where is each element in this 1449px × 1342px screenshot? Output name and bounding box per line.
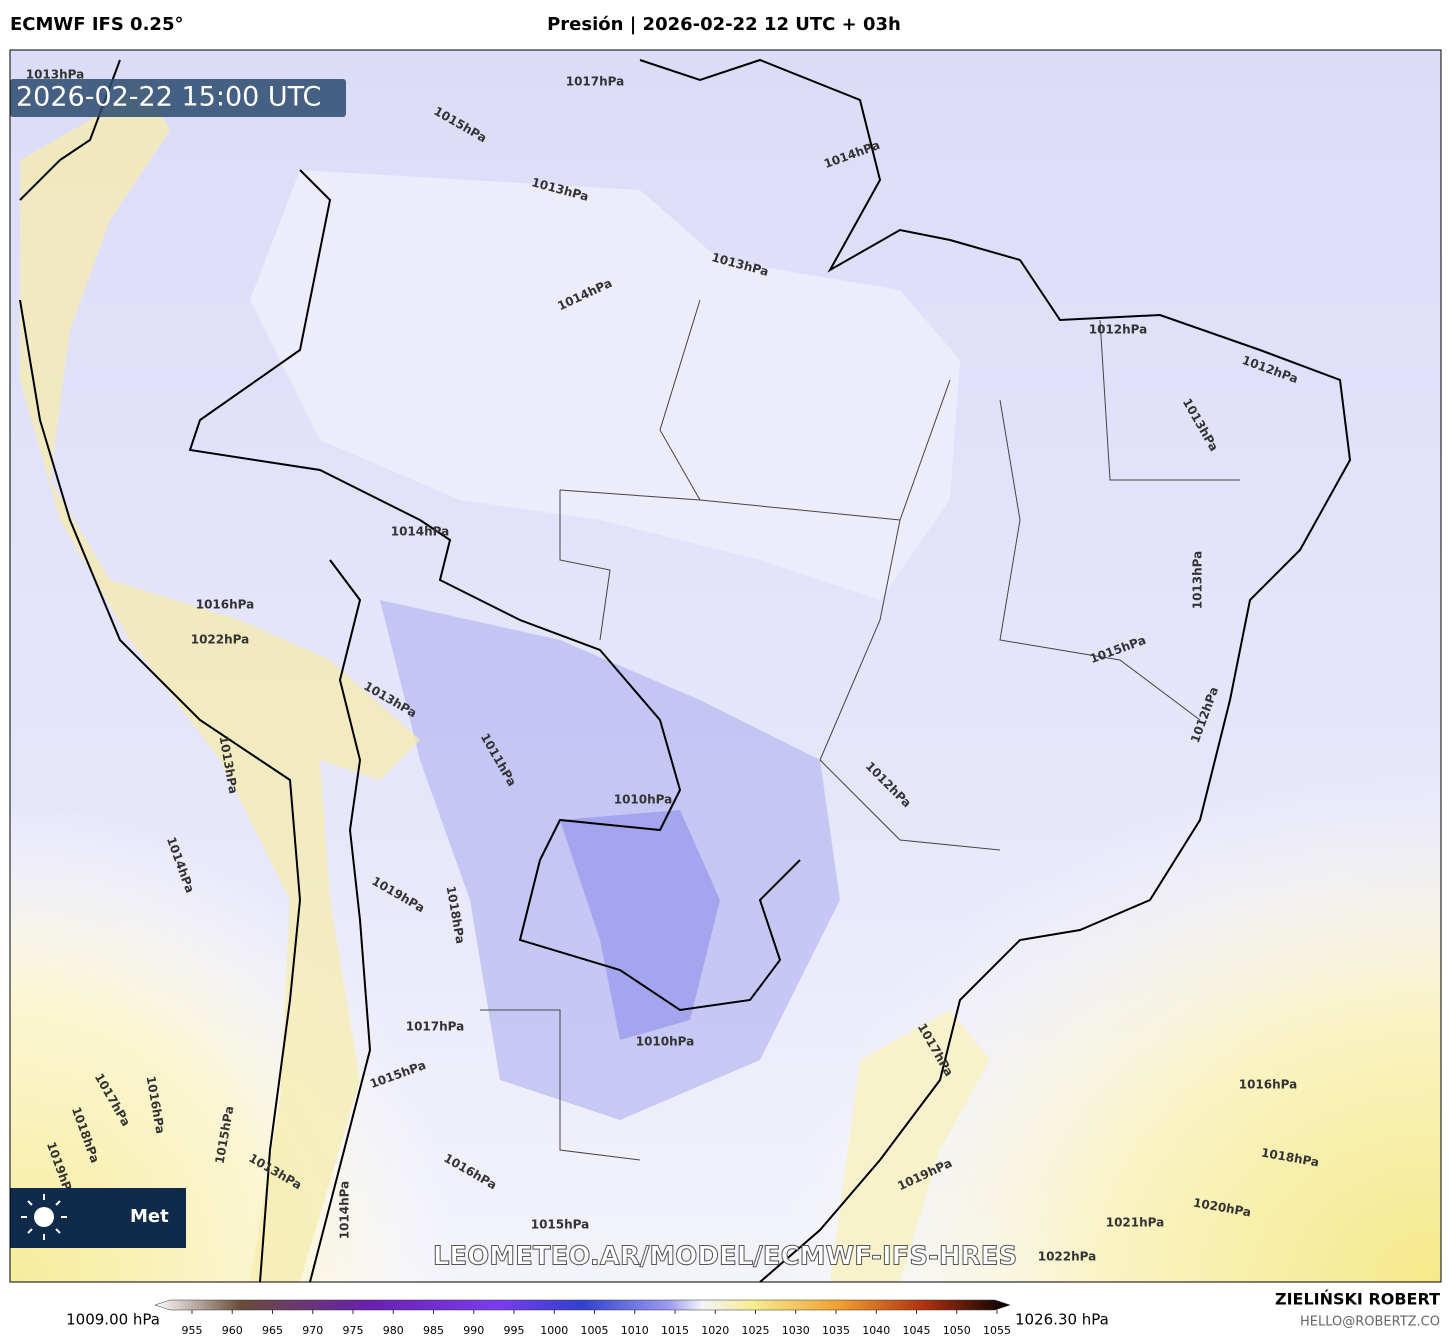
chart-title: Presión | 2026-02-22 12 UTC + 03h bbox=[547, 14, 901, 35]
logo-sun bbox=[34, 1207, 54, 1227]
colorbar-tick-label: 1025 bbox=[742, 1324, 770, 1337]
colorbar-tick-label: 1015 bbox=[661, 1324, 689, 1337]
contour-label: 1014hPa bbox=[391, 525, 450, 539]
author: ZIELIŃSKI ROBERT bbox=[1275, 1290, 1440, 1309]
colorbar-max: 1026.30 hPa bbox=[1015, 1311, 1109, 1329]
contour-label: 1016hPa bbox=[196, 598, 255, 612]
model-name: ECMWF IFS 0.25° bbox=[10, 14, 183, 35]
colorbar-tick-label: 1000 bbox=[540, 1324, 568, 1337]
colorbar-tick-label: 995 bbox=[504, 1324, 525, 1337]
contour-label: 1016hPa bbox=[1239, 1078, 1298, 1092]
contour-label: 1010hPa bbox=[636, 1035, 695, 1049]
south-brazil bbox=[830, 1010, 990, 1282]
colorbar-tick-label: 1035 bbox=[822, 1324, 850, 1337]
colorbar-tick-label: 970 bbox=[302, 1324, 323, 1337]
contour-label: 1017hPa bbox=[566, 75, 625, 89]
contour-label: 1022hPa bbox=[1038, 1250, 1097, 1264]
map-frame bbox=[9, 49, 1442, 1283]
watermark: LEOMETEO.AR/MODEL/ECMWF-IFS-HRES bbox=[433, 1242, 1017, 1272]
colorbar bbox=[154, 1299, 1011, 1311]
contour-label: 1014hPa bbox=[338, 1181, 352, 1240]
contour-label: 1012hPa bbox=[1089, 323, 1148, 337]
colorbar-tick-label: 975 bbox=[343, 1324, 364, 1337]
contour-label: 1022hPa bbox=[191, 633, 250, 647]
amazon-region bbox=[250, 170, 960, 600]
colorbar-tick-label: 1010 bbox=[621, 1324, 649, 1337]
andes bbox=[20, 80, 420, 1282]
colorbar-tick-label: 1005 bbox=[581, 1324, 609, 1337]
state-borders bbox=[480, 299, 1240, 1161]
colorbar-tick-label: 990 bbox=[463, 1324, 484, 1337]
contour-label: 1017hPa bbox=[406, 1020, 465, 1034]
colorbar-tick-label: 965 bbox=[262, 1324, 283, 1337]
colorbar-tick-label: 985 bbox=[423, 1324, 444, 1337]
logo-rays bbox=[21, 1194, 67, 1240]
contour-label: 1015hPa bbox=[531, 1218, 590, 1232]
contour-label: 1021hPa bbox=[1106, 1216, 1165, 1230]
logo-text: Met bbox=[130, 1206, 169, 1227]
contour-label: 1010hPa bbox=[614, 793, 673, 807]
colorbar-tick-label: 1040 bbox=[862, 1324, 890, 1337]
low-core bbox=[560, 810, 720, 1040]
contour-label: 1013hPa bbox=[26, 68, 85, 82]
timestamp-box bbox=[10, 79, 346, 117]
colorbar-min: 1009.00 hPa bbox=[66, 1311, 160, 1329]
colorbar-tick-label: 1030 bbox=[782, 1324, 810, 1337]
timestamp: 2026-02-22 15:00 UTC bbox=[16, 82, 321, 113]
map: 1013hPa 1017hPa1015hPa1013hPa1014hPa1013h… bbox=[10, 50, 1441, 1282]
colorbar-tick-label: 980 bbox=[383, 1324, 404, 1337]
contour-label: 1013hPa bbox=[1191, 551, 1205, 610]
email: HELLO@ROBERTZ.CO bbox=[1300, 1315, 1440, 1330]
coastline bbox=[19, 58, 1352, 1282]
colorbar-tick-label: 1050 bbox=[943, 1324, 971, 1337]
colorbar-tick-label: 1055 bbox=[983, 1324, 1011, 1337]
colorbar-tick-label: 1020 bbox=[701, 1324, 729, 1337]
colorbar-ticks: 955 960 965 970 975 980 985 990 995 1000 1005 1010 1… bbox=[182, 1310, 1011, 1337]
colorbar-tick-label: 960 bbox=[222, 1324, 243, 1337]
colorbar-tick-label: 955 bbox=[182, 1324, 203, 1337]
colorbar-tick-label: 1045 bbox=[903, 1324, 931, 1337]
